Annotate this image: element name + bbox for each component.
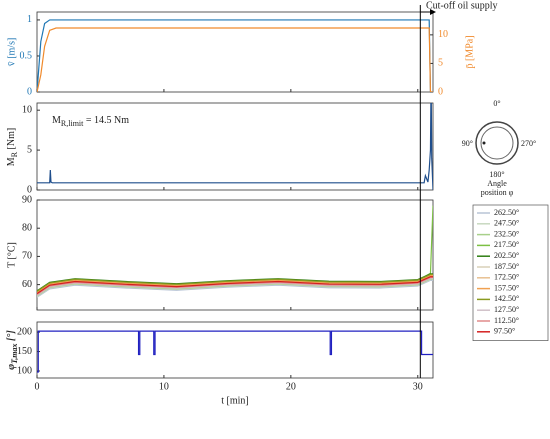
series-line xyxy=(37,19,433,92)
angle-label: 90° xyxy=(462,139,473,148)
y-axis-label: v̄ [m/s] xyxy=(6,38,17,67)
y-tick-label: 150 xyxy=(17,346,32,357)
x-tick-label: 10 xyxy=(159,381,169,392)
y-tick-label: 90 xyxy=(22,194,32,205)
legend-label: 217.50° xyxy=(494,240,519,249)
y-tick-label: 1 xyxy=(27,14,32,25)
legend-label: 247.50° xyxy=(494,219,519,228)
y-tick-label: 60 xyxy=(22,279,32,290)
angle-caption: position φ xyxy=(481,188,514,197)
outer-ring xyxy=(475,121,519,165)
y2-tick-label: 0 xyxy=(438,86,443,97)
annotation: Cut-off oil supply xyxy=(426,0,497,11)
plot-frame xyxy=(36,11,434,93)
y-axis-label: φT,max [°] xyxy=(6,330,19,370)
legend-label: 142.50° xyxy=(494,294,519,303)
x-tick-label: 30 xyxy=(413,381,423,392)
angle-caption: Angle xyxy=(487,179,507,188)
angle-dot xyxy=(482,141,486,145)
legend-label: 172.50° xyxy=(494,273,519,282)
series-line xyxy=(37,103,433,190)
y-tick-label: 100 xyxy=(17,365,32,376)
y-tick-label: 0.5 xyxy=(20,50,33,61)
angle-label: 270° xyxy=(521,139,536,148)
plot-frame xyxy=(36,199,434,311)
y-tick-label: 70 xyxy=(22,251,32,262)
y-axis-label: T [°C] xyxy=(6,242,17,268)
angle-label: 0° xyxy=(493,99,500,108)
y-tick-label: 200 xyxy=(17,326,32,337)
legend-frame xyxy=(472,204,549,341)
x-axis-label: t [min] xyxy=(221,395,249,406)
y2-tick-label: 5 xyxy=(438,58,443,69)
series-line xyxy=(37,27,433,92)
x-tick-label: 0 xyxy=(35,381,40,392)
legend-label: 157.50° xyxy=(494,283,519,292)
y2-axis-label: p̄ [MPa] xyxy=(464,35,475,68)
y-axis-label: MR [Nm] xyxy=(6,128,19,166)
inner-ring xyxy=(480,126,514,160)
angle-diagram: 0° 90° 270° 180° Angle position φ xyxy=(462,99,536,197)
y-tick-label: 0 xyxy=(27,184,32,195)
legend-label: 127.50° xyxy=(494,305,519,314)
x-tick-label: 20 xyxy=(286,381,296,392)
plot-frame xyxy=(36,321,434,379)
legend-label: 97.50° xyxy=(494,327,515,336)
legend-label: 112.50° xyxy=(494,316,519,325)
y-tick-label: 5 xyxy=(27,144,32,155)
plot-frame xyxy=(36,102,434,191)
y2-tick-label: 10 xyxy=(438,29,448,40)
y-tick-label: 80 xyxy=(22,223,32,234)
legend-label: 187.50° xyxy=(494,262,519,271)
angle-label: 180° xyxy=(489,170,504,179)
legend-label: 232.50° xyxy=(494,229,519,238)
series-line xyxy=(37,205,433,293)
y-tick-label: 0 xyxy=(27,86,32,97)
legend-label: 202.50° xyxy=(494,251,519,260)
legend-label: 262.50° xyxy=(494,208,519,217)
series-line xyxy=(37,330,433,373)
y-tick-label: 10 xyxy=(22,104,32,115)
annotation: MR,limit = 14.5 Nm xyxy=(52,115,129,128)
